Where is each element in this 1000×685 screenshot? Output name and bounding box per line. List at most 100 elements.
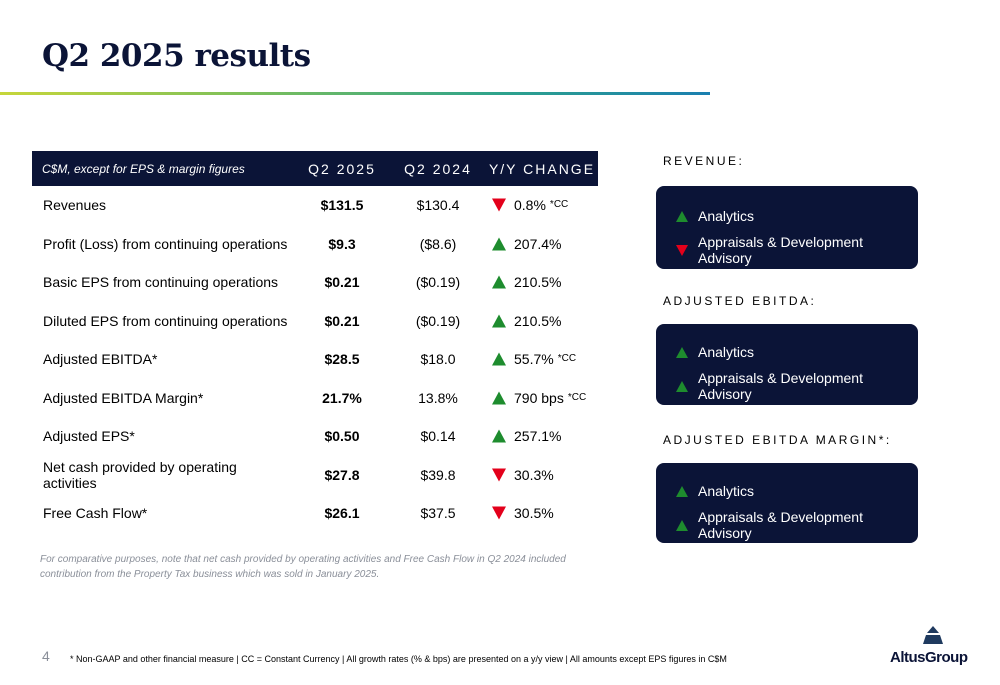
down-arrow-icon	[676, 244, 688, 256]
up-arrow-icon	[676, 210, 688, 222]
panel-item: Analytics	[676, 483, 754, 499]
yy-change-value: 210.5%	[514, 312, 562, 329]
metric-label: Net cash provided by operating activitie…	[43, 458, 237, 491]
table-row: Basic EPS from continuing operations $0.2…	[32, 263, 598, 302]
up-arrow-icon	[492, 314, 506, 328]
q2-2024-value: ($0.19)	[415, 312, 461, 329]
header-yy-change: Y/Y CHANGE	[486, 151, 598, 186]
q2-2025-value: 21.7%	[322, 389, 362, 406]
up-arrow-icon	[676, 519, 688, 531]
panel-item-label: Appraisals & Development Advisory	[698, 234, 863, 266]
ebitda-panel: Analytics Appraisals & Development Advis…	[656, 324, 918, 405]
q2-2024-value: $18.0	[420, 351, 456, 368]
q2-2025-value: $0.21	[324, 312, 360, 329]
yy-change-value: 30.5%	[514, 505, 554, 522]
ebitda-margin-panel-heading: ADJUSTED EBITDA MARGIN*:	[663, 433, 892, 447]
table-row: Free Cash Flow* $26.1 $37.5 30.5%	[32, 494, 598, 533]
title-divider	[0, 92, 710, 95]
metric-label: Profit (Loss) from continuing operations	[43, 235, 288, 252]
q2-2024-value: $39.8	[420, 466, 456, 483]
metric-label: Diluted EPS from continuing operations	[43, 312, 288, 329]
table-row: Adjusted EBITDA Margin* 21.7% 13.8% 790 bps…	[32, 379, 598, 418]
up-arrow-icon	[492, 352, 506, 366]
metric-label: Adjusted EBITDA*	[43, 351, 158, 368]
page-title: Q2 2025 results	[42, 38, 311, 74]
down-arrow-icon	[492, 506, 506, 520]
revenue-panel: Analytics Appraisals & Development Advis…	[656, 186, 918, 269]
q2-2024-value: ($8.6)	[419, 235, 457, 252]
yy-change-cell: 0.8% *CC	[486, 186, 598, 225]
up-arrow-icon	[492, 429, 506, 443]
up-arrow-icon	[676, 380, 688, 392]
yy-change-cell: 207.4%	[486, 225, 598, 264]
q2-2024-value: 13.8%	[418, 389, 458, 406]
ebitda-panel-heading: ADJUSTED EBITDA:	[663, 294, 817, 308]
yy-change-value: 30.3%	[514, 466, 554, 483]
down-arrow-icon	[492, 198, 506, 212]
revenue-panel-heading: REVENUE:	[663, 154, 745, 168]
header-q2-2025: Q2 2025	[294, 151, 390, 186]
yy-change-cell: 210.5%	[486, 263, 598, 302]
yy-change-cell: 790 bps *CC	[486, 379, 598, 418]
q2-2025-value: $0.50	[324, 428, 360, 445]
yy-change-cell: 210.5%	[486, 302, 598, 341]
q2-2025-value: $26.1	[324, 505, 360, 522]
logo-mountain-icon	[923, 626, 943, 644]
constant-currency-note: *CC	[567, 391, 587, 403]
q2-2025-value: $27.8	[324, 466, 360, 483]
panel-item-label: Analytics	[698, 344, 755, 360]
table-header-row: C$M, except for EPS & margin figures Q2 …	[32, 151, 598, 186]
table-row: Adjusted EPS* $0.50 $0.14 257.1%	[32, 417, 598, 456]
yy-change-cell: 30.5%	[486, 494, 598, 533]
panel-item-label: Appraisals & Development Advisory	[698, 509, 863, 541]
q2-2025-value: $131.5	[320, 197, 364, 214]
logo-wordmark: AltusGroup	[890, 649, 968, 666]
q2-2024-value: $130.4	[416, 197, 460, 214]
company-logo: AltusGroup	[890, 626, 974, 668]
constant-currency-note: *CC	[549, 199, 569, 211]
footer-disclaimer: * Non-GAAP and other financial measure |…	[70, 654, 727, 664]
panel-item: Appraisals & Development Advisory	[676, 509, 918, 541]
panel-item: Appraisals & Development Advisory	[676, 234, 918, 266]
down-arrow-icon	[492, 468, 506, 482]
metric-label: Adjusted EPS*	[43, 428, 135, 445]
page-number: 4	[42, 648, 50, 664]
metric-label: Adjusted EBITDA Margin*	[43, 389, 204, 406]
yy-change-cell: 55.7% *CC	[486, 340, 598, 379]
comparative-footnote: For comparative purposes, note that net …	[40, 554, 566, 580]
q2-2025-value: $0.21	[324, 274, 360, 291]
yy-change-value: 207.4%	[514, 235, 562, 252]
up-arrow-icon	[492, 391, 506, 405]
panel-item-label: Analytics	[698, 208, 755, 224]
panel-item: Appraisals & Development Advisory	[676, 370, 918, 402]
table-row: Adjusted EBITDA* $28.5 $18.0 55.7% *CC	[32, 340, 598, 379]
header-units-label: C$M, except for EPS & margin figures	[32, 151, 294, 186]
q2-2024-value: $37.5	[420, 505, 456, 522]
ebitda-margin-panel: Analytics Appraisals & Development Advis…	[656, 463, 918, 543]
up-arrow-icon	[676, 485, 688, 497]
yy-change-value: 0.8%	[514, 197, 546, 214]
panel-item: Analytics	[676, 344, 754, 360]
panel-item-label: Analytics	[698, 483, 755, 499]
constant-currency-note: *CC	[557, 353, 577, 365]
panel-item-label: Appraisals & Development Advisory	[698, 370, 863, 402]
up-arrow-icon	[676, 346, 688, 358]
table-row: Net cash provided by operating activitie…	[32, 456, 598, 495]
up-arrow-icon	[492, 237, 506, 251]
q2-2024-value: $0.14	[420, 428, 456, 445]
q2-2024-value: ($0.19)	[415, 274, 461, 291]
table-row: Profit (Loss) from continuing operations…	[32, 225, 598, 264]
results-table: C$M, except for EPS & margin figures Q2 …	[32, 151, 598, 533]
yy-change-cell: 30.3%	[486, 456, 598, 495]
yy-change-value: 210.5%	[514, 274, 562, 291]
yy-change-value: 257.1%	[514, 428, 562, 445]
yy-change-value: 790 bps	[514, 389, 564, 406]
q2-2025-value: $28.5	[324, 351, 360, 368]
yy-change-value: 55.7%	[514, 351, 554, 368]
up-arrow-icon	[492, 275, 506, 289]
q2-2025-value: $9.3	[328, 235, 356, 252]
metric-label: Free Cash Flow*	[43, 505, 148, 522]
metric-label: Basic EPS from continuing operations	[43, 274, 279, 291]
panel-item: Analytics	[676, 208, 754, 224]
yy-change-cell: 257.1%	[486, 417, 598, 456]
